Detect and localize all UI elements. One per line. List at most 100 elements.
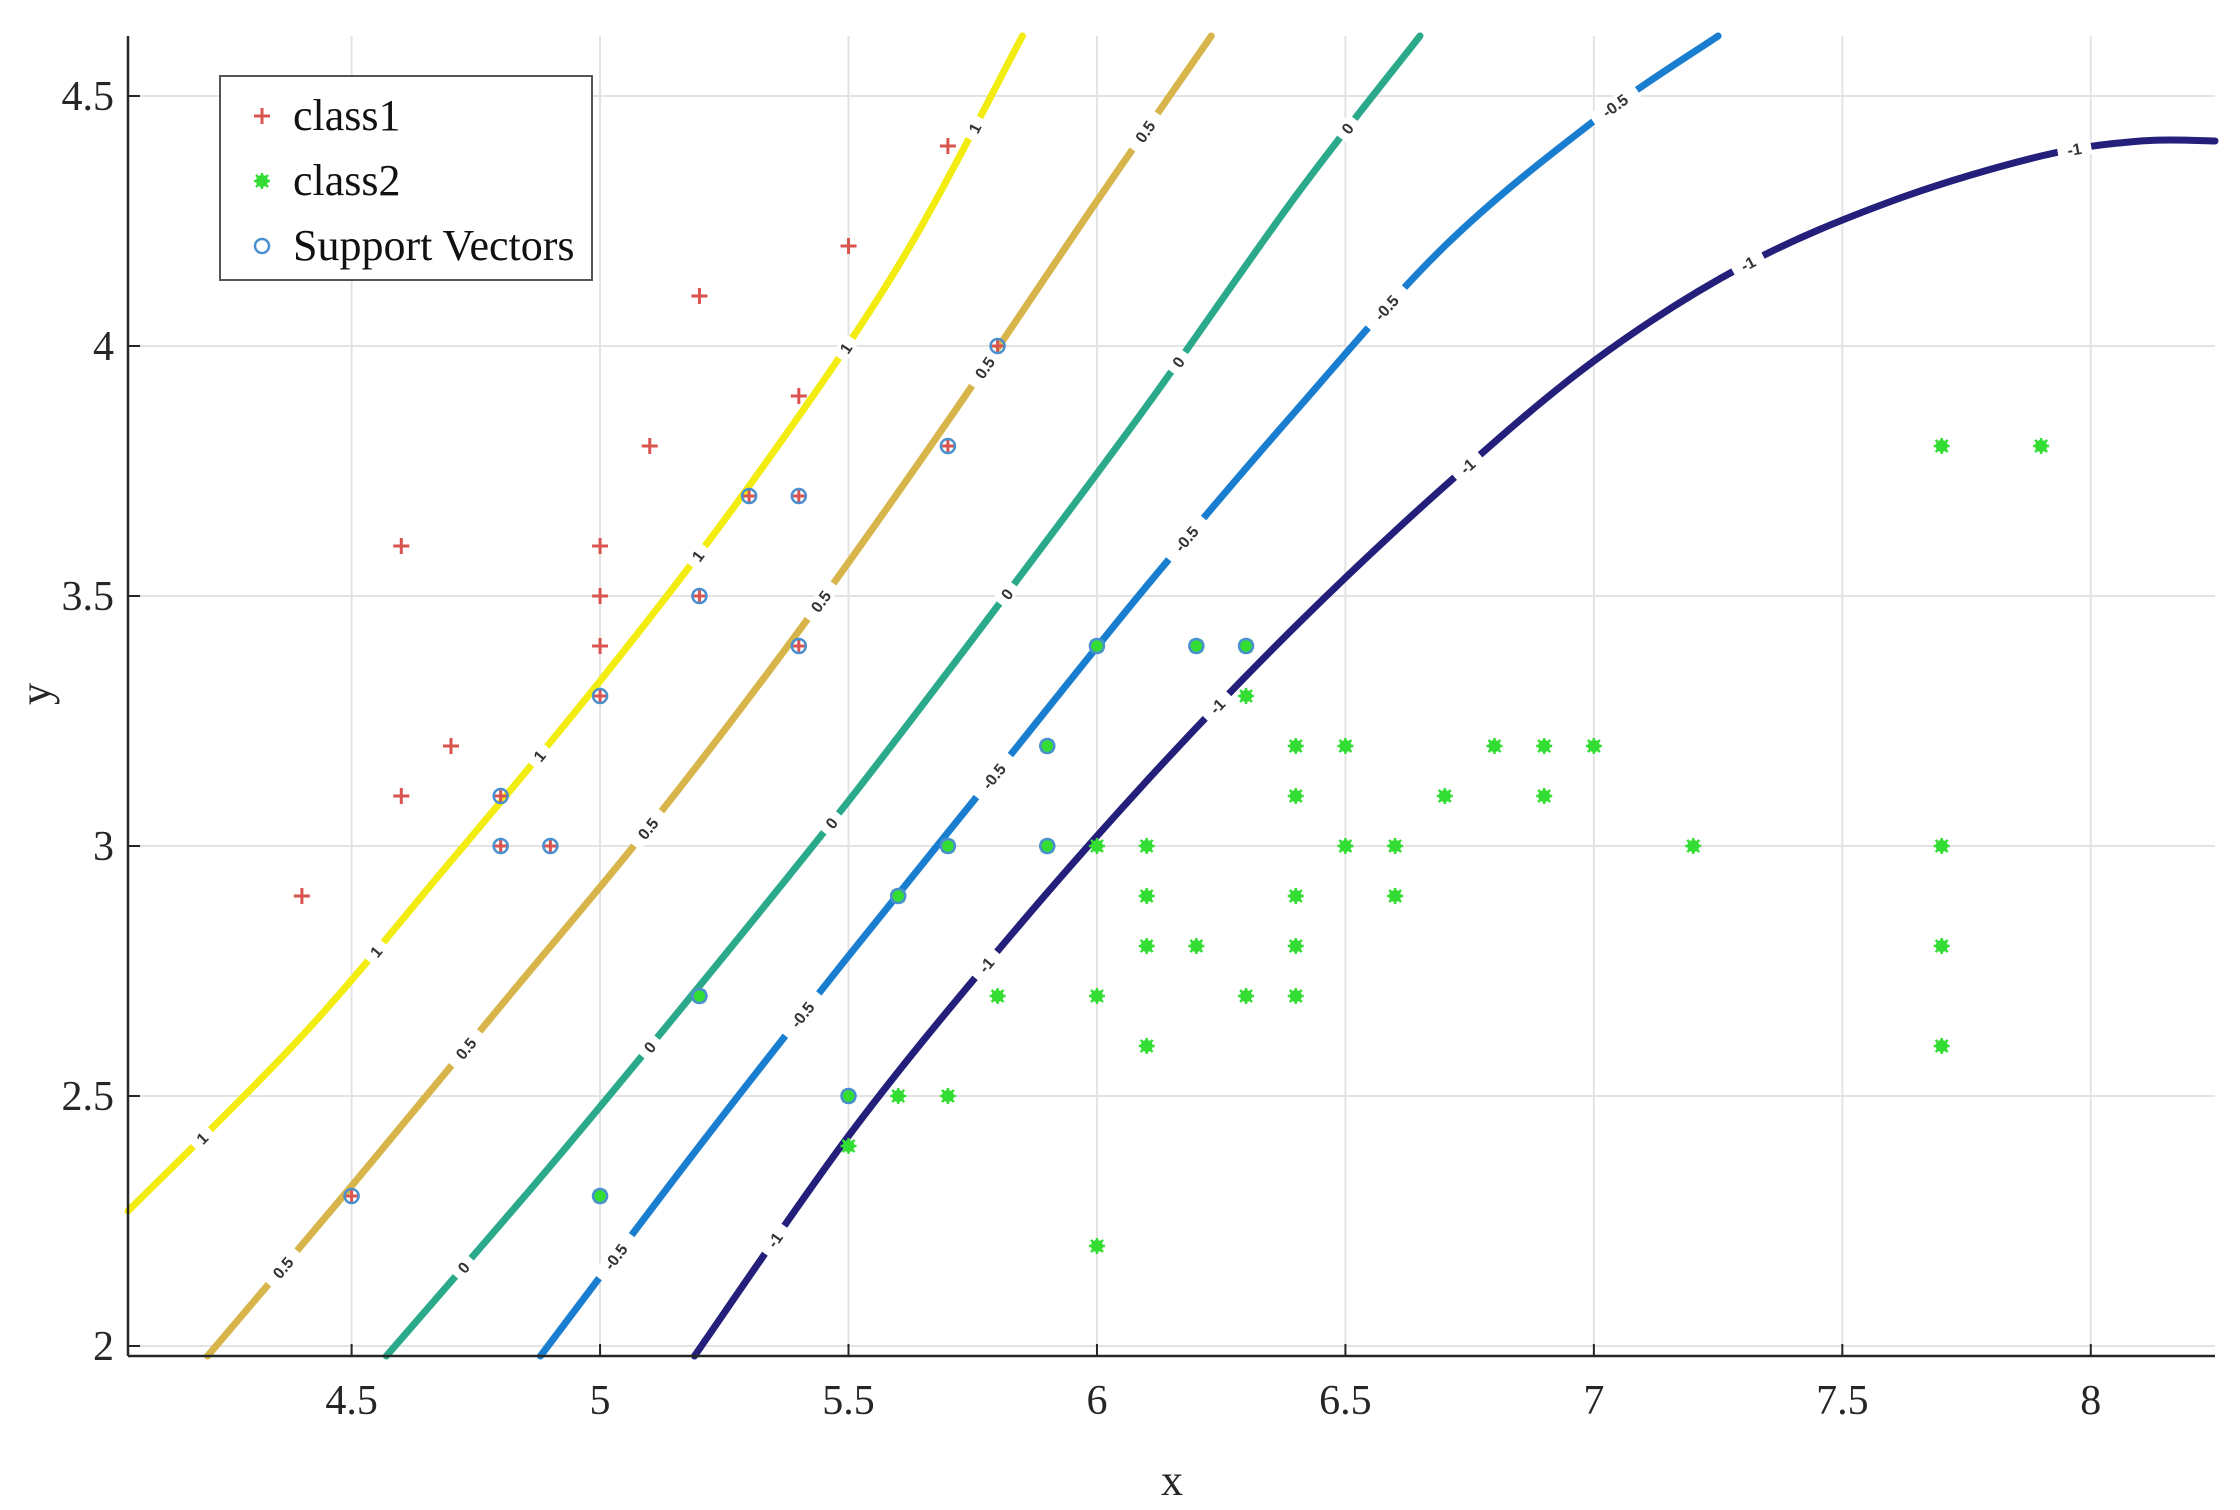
legend-box xyxy=(219,75,593,281)
class2-point-31 xyxy=(1387,888,1404,904)
contour-label-0-4: 0 xyxy=(1164,347,1192,377)
legend-label-class2: class2 xyxy=(293,156,401,205)
class2-point-32 xyxy=(1387,838,1404,854)
contour-label-gap xyxy=(801,578,840,624)
contour-label-gap xyxy=(1333,113,1361,143)
contour-label-1-0: 1 xyxy=(187,1123,217,1153)
contour-label-gap xyxy=(525,741,554,771)
contour-line-0-5 xyxy=(536,32,1722,1360)
class2-point-35 xyxy=(1536,788,1553,804)
class2-point-8 xyxy=(989,988,1006,1004)
class2-point-9 xyxy=(1039,838,1056,854)
contour-label-0-5-4: 0.5 xyxy=(965,344,1004,391)
class2-point-28 xyxy=(1287,738,1304,754)
contour-label-gap xyxy=(1588,83,1642,128)
legend-label-class1: class1 xyxy=(293,91,401,140)
contour-label-gap xyxy=(1449,448,1486,484)
decision-contours xyxy=(124,32,2219,1360)
contour-line-1 xyxy=(124,32,1026,1215)
data-points xyxy=(293,138,2050,1254)
contour-line-0 xyxy=(382,32,1424,1360)
legend: class1 class2 Support Vectors xyxy=(219,75,593,281)
contour-label-gap xyxy=(1362,282,1411,333)
contour-label-1-2: -1 xyxy=(1199,688,1235,724)
class2-point-22 xyxy=(1238,688,1255,704)
class2-point-17 xyxy=(1138,888,1155,904)
class2-point-33 xyxy=(1436,788,1453,804)
contour-label-1-0: -1 xyxy=(758,1221,791,1259)
class2-point-2 xyxy=(840,1138,857,1154)
legend-marker-class1 xyxy=(254,108,270,124)
class2-point-20 xyxy=(1188,638,1205,654)
contour-label-gap xyxy=(187,1123,217,1153)
y-tick-label-4: 4 xyxy=(93,324,114,370)
class2-point-36 xyxy=(1536,738,1553,754)
class2-point-34 xyxy=(1486,738,1503,754)
class1-point-6 xyxy=(492,788,509,804)
class2-point-38 xyxy=(1685,838,1702,854)
axes xyxy=(126,36,2215,1358)
legend-marker-class1-glyph xyxy=(254,108,270,124)
contour-label-gap xyxy=(2056,138,2093,160)
class1-point-14 xyxy=(691,288,708,304)
contour-label-gap xyxy=(779,988,826,1041)
contour-label-gap xyxy=(627,806,668,851)
contour-line-0-5 xyxy=(204,32,1215,1360)
class2-point-16 xyxy=(1138,938,1155,954)
contour-label-1-5: 1 xyxy=(961,113,988,143)
class1-point-9 xyxy=(592,638,609,654)
contour-label-gap xyxy=(1199,688,1235,724)
x-tick-label-1: 5 xyxy=(590,1378,611,1424)
tick-labels: 4.5 5 5.5 6 6.5 7 7.5 8 2 2.5 3 3.5 4 4.5 xyxy=(62,74,2102,1424)
support-vector-3 xyxy=(542,837,559,855)
contour-label-1-3: -1 xyxy=(1449,448,1486,484)
y-tick-label-3: 3.5 xyxy=(62,574,115,620)
support-vector-8 xyxy=(790,487,808,505)
contour-label-0-2: 0 xyxy=(817,808,845,838)
class2-point-29 xyxy=(1337,838,1354,854)
contour-label-1-1: -1 xyxy=(968,946,1004,983)
contour-label-1-2: 1 xyxy=(525,741,554,771)
class1-point-13 xyxy=(691,588,708,604)
class2-point-5 xyxy=(890,888,907,904)
class2-point-24 xyxy=(1287,988,1304,1004)
x-tick-label-4: 6.5 xyxy=(1319,1378,1372,1424)
class2-point-19 xyxy=(1188,938,1205,954)
class1-point-21 xyxy=(939,138,956,154)
contour-label-gap xyxy=(965,344,1004,391)
class1-point-11 xyxy=(592,538,609,554)
class2-point-4 xyxy=(890,1088,907,1104)
support-vector-7 xyxy=(790,637,808,655)
class2-point-42 xyxy=(1933,438,1950,454)
x-tick-label-6: 7.5 xyxy=(1816,1378,1869,1424)
class1-point-18 xyxy=(790,388,807,404)
class1-point-5 xyxy=(492,838,509,854)
class2-point-3 xyxy=(840,1088,857,1104)
contour-label-gap xyxy=(1729,248,1767,279)
y-tick-label-2: 3 xyxy=(93,824,114,870)
contour-label-gap xyxy=(993,579,1021,609)
class2-point-37 xyxy=(1585,738,1602,754)
contour-label-gap xyxy=(592,1230,638,1284)
support-vector-12 xyxy=(840,1087,857,1105)
contour-label-gap xyxy=(817,808,845,838)
contour-label-gap xyxy=(262,1245,304,1290)
contour-label-gap xyxy=(684,541,712,571)
class2-point-41 xyxy=(1933,838,1950,854)
class2-point-18 xyxy=(1138,838,1155,854)
support-vector-10 xyxy=(989,337,1006,355)
contour-label-0-0: 0 xyxy=(449,1253,478,1282)
class1-point-3 xyxy=(393,538,410,554)
class2-point-10 xyxy=(1039,738,1056,754)
contour-line-1 xyxy=(690,136,2219,1360)
contour-label-gap xyxy=(635,1032,664,1062)
contour-label-gap xyxy=(449,1253,478,1282)
class2-point-6 xyxy=(939,1088,956,1104)
class1-point-8 xyxy=(592,688,609,704)
contour-label-text: -1 xyxy=(2066,141,2083,160)
contour-label-1-5: -1 xyxy=(2056,138,2093,160)
support-vector-14 xyxy=(939,837,957,855)
legend-marker-class2 xyxy=(254,173,270,189)
contour-label-gap xyxy=(968,946,1004,983)
